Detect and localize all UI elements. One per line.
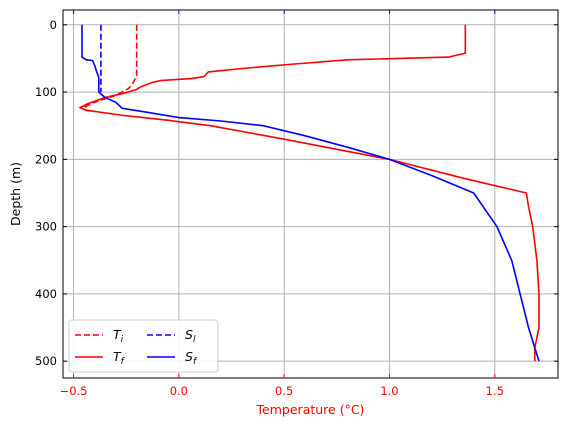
- x-tick-label: 0.5: [275, 384, 293, 398]
- x-tick-label: 0.0: [170, 384, 188, 398]
- series-line-Tf: [79, 24, 540, 362]
- y-tick-label: 200: [35, 152, 57, 166]
- y-tick-label: 300: [35, 220, 57, 234]
- y-axis-label: Depth (m): [8, 162, 23, 226]
- legend-box: [68, 319, 219, 373]
- series-layer: [79, 24, 540, 362]
- series-line-Ti: [83, 24, 138, 113]
- x-tick-label: 1.0: [380, 384, 398, 398]
- series-line-Sf: [81, 24, 540, 362]
- axis-ticks: −0.5 0.0 0.5 1.0 1.5 0 100 200 300 400 500: [35, 10, 558, 398]
- plot-frame: [62, 9, 559, 379]
- y-tick-label: 0: [50, 18, 57, 32]
- y-tick-label: 100: [35, 85, 57, 99]
- x-axis-label: Temperature (°C): [256, 402, 365, 417]
- legend-label-Sl: Sl: [185, 327, 196, 345]
- x-tick-label: −0.5: [60, 384, 88, 398]
- legend-label-Ti: Ti: [113, 327, 124, 345]
- y-tick-label: 500: [35, 354, 57, 368]
- x-tick-label: 1.5: [486, 384, 504, 398]
- y-tick-label: 400: [35, 287, 57, 301]
